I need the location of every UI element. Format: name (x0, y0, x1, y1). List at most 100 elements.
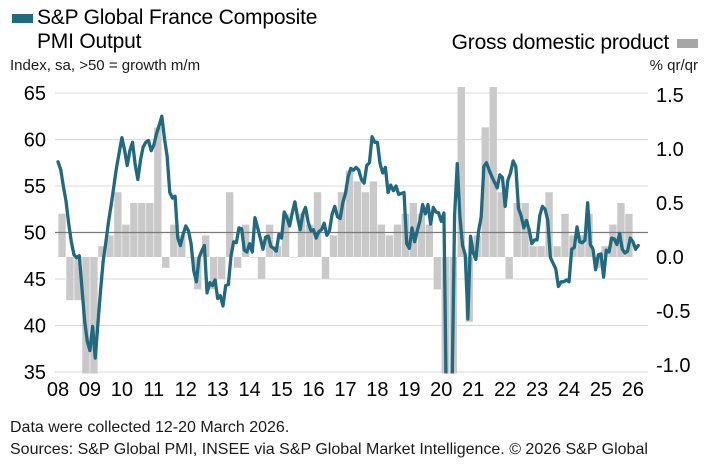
gdp-bar (385, 235, 394, 257)
left-axis-tick: 60 (24, 130, 46, 152)
gdp-bar (609, 224, 617, 257)
gdp-bar (186, 257, 194, 258)
gdp-bar (138, 203, 146, 257)
x-axis-tick: 11 (143, 379, 164, 401)
x-axis-tick: 17 (334, 379, 356, 401)
gdp-bar (74, 257, 82, 301)
x-axis-tick: 26 (622, 379, 644, 401)
right-axis-labels: 1.5 1.0 0.5 0.0 -0.5 -1.0 (656, 85, 690, 377)
gdp-bar (537, 246, 545, 257)
right-axis-caption: % qr/qr (649, 57, 698, 74)
gdp-bar (146, 203, 154, 257)
x-axis-tick: 19 (398, 379, 420, 401)
gdp-bar (353, 181, 362, 257)
pmi-legend-swatch-icon (12, 14, 33, 23)
chart-title-line1: S&P Global France Composite (37, 6, 318, 29)
gdp-bar (225, 192, 234, 257)
gdp-bar (377, 224, 386, 257)
gdp-bar (241, 224, 250, 257)
x-axis-tick: 12 (175, 379, 197, 401)
gdp-bar (521, 203, 529, 257)
pmi-line (56, 114, 640, 374)
x-axis-tick: 10 (111, 379, 133, 401)
gdp-bar (58, 213, 66, 257)
gdp-bar (553, 246, 561, 257)
gdp-bar (505, 257, 513, 279)
x-axis-labels: 08 09 10 11 12 13 14 15 16 17 18 19 20 21 22 23 24 25 26 (47, 379, 644, 401)
x-axis-tick: 13 (207, 379, 229, 401)
gdp-bar (210, 257, 218, 290)
gdp-bar (457, 87, 465, 257)
gdp-bar (154, 127, 162, 258)
left-axis-tick: 50 (24, 223, 46, 245)
gdp-legend-label: Gross domestic product (451, 31, 670, 54)
gdp-bar (489, 87, 497, 257)
gdp-bar (393, 224, 402, 257)
right-axis-tick: 1.5 (656, 85, 684, 107)
gdp-bar (625, 213, 633, 257)
left-axis-tick: 35 (24, 362, 46, 384)
gdp-bar (130, 203, 138, 257)
gdp-bar (305, 224, 314, 257)
left-axis-tick: 55 (24, 176, 46, 198)
footer-collection-note: Data were collected 12-20 March 2026. (10, 419, 290, 436)
gdp-bar (369, 181, 378, 257)
pmi-gdp-chart: 65 60 55 50 45 40 35 1.5 1.0 0.5 0.0 -0.5 -1.0 08 09 10… (24, 83, 691, 401)
gdp-bar (561, 213, 569, 257)
x-axis-tick: 16 (302, 379, 324, 401)
gdp-bar (170, 224, 178, 257)
gdp-bar (106, 235, 114, 257)
gdp-bar (281, 213, 290, 257)
gdp-bar (313, 192, 322, 257)
gdp-legend-swatch-icon (677, 38, 698, 48)
left-axis-tick: 65 (24, 83, 46, 105)
gdp-bar (66, 257, 74, 301)
x-axis-tick: 25 (590, 379, 612, 401)
gdp-bar (529, 246, 537, 257)
gdp-bar (162, 257, 170, 268)
gdp-bar (345, 170, 354, 257)
gdp-bar (218, 257, 226, 279)
left-axis-labels: 65 60 55 50 45 40 35 (24, 83, 46, 384)
gdp-bar (577, 235, 585, 257)
gdp-bar (98, 246, 106, 257)
x-axis-tick: 21 (462, 379, 484, 401)
right-axis-tick: 0.0 (656, 247, 684, 269)
gdp-bar (122, 224, 130, 257)
x-axis-tick: 08 (47, 379, 69, 401)
gdp-bar (114, 192, 122, 257)
gdp-bar (417, 213, 426, 257)
x-axis-tick: 20 (430, 379, 452, 401)
right-axis-tick: 1.0 (656, 139, 684, 161)
x-axis-tick: 24 (558, 379, 580, 401)
gdp-bar (257, 257, 266, 279)
x-axis-tick: 14 (239, 379, 261, 401)
gdp-bar (289, 257, 298, 258)
gdp-bar (297, 213, 306, 257)
gdp-bar (617, 203, 625, 257)
gdp-bar (321, 257, 330, 279)
gdp-bar (90, 257, 98, 374)
gdp-bar (481, 127, 489, 258)
gdp-bar (497, 192, 505, 257)
gdp-legend: Gross domestic product (452, 31, 698, 55)
x-axis-tick: 15 (270, 379, 292, 401)
gdp-bar (233, 257, 242, 268)
gdp-bar (425, 224, 433, 257)
chart-footer: Data were collected 12-20 March 2026. So… (10, 417, 648, 460)
x-axis-tick: 09 (79, 379, 101, 401)
right-axis-tick: -0.5 (656, 301, 690, 323)
right-axis-tick: -1.0 (656, 355, 690, 377)
gdp-bars (58, 87, 633, 374)
gdp-bar (513, 203, 521, 257)
gdp-bar (337, 192, 346, 257)
gdp-bar (433, 257, 441, 290)
gdp-bar (249, 257, 258, 258)
gdp-bar (329, 235, 338, 257)
x-axis-tick: 18 (366, 379, 388, 401)
x-axis-tick: 23 (526, 379, 548, 401)
chart-title-line2: PMI Output (37, 30, 142, 53)
footer-sources: Sources: S&P Global PMI, INSEE via S&P G… (10, 440, 648, 458)
x-axis-tick: 22 (494, 379, 516, 401)
